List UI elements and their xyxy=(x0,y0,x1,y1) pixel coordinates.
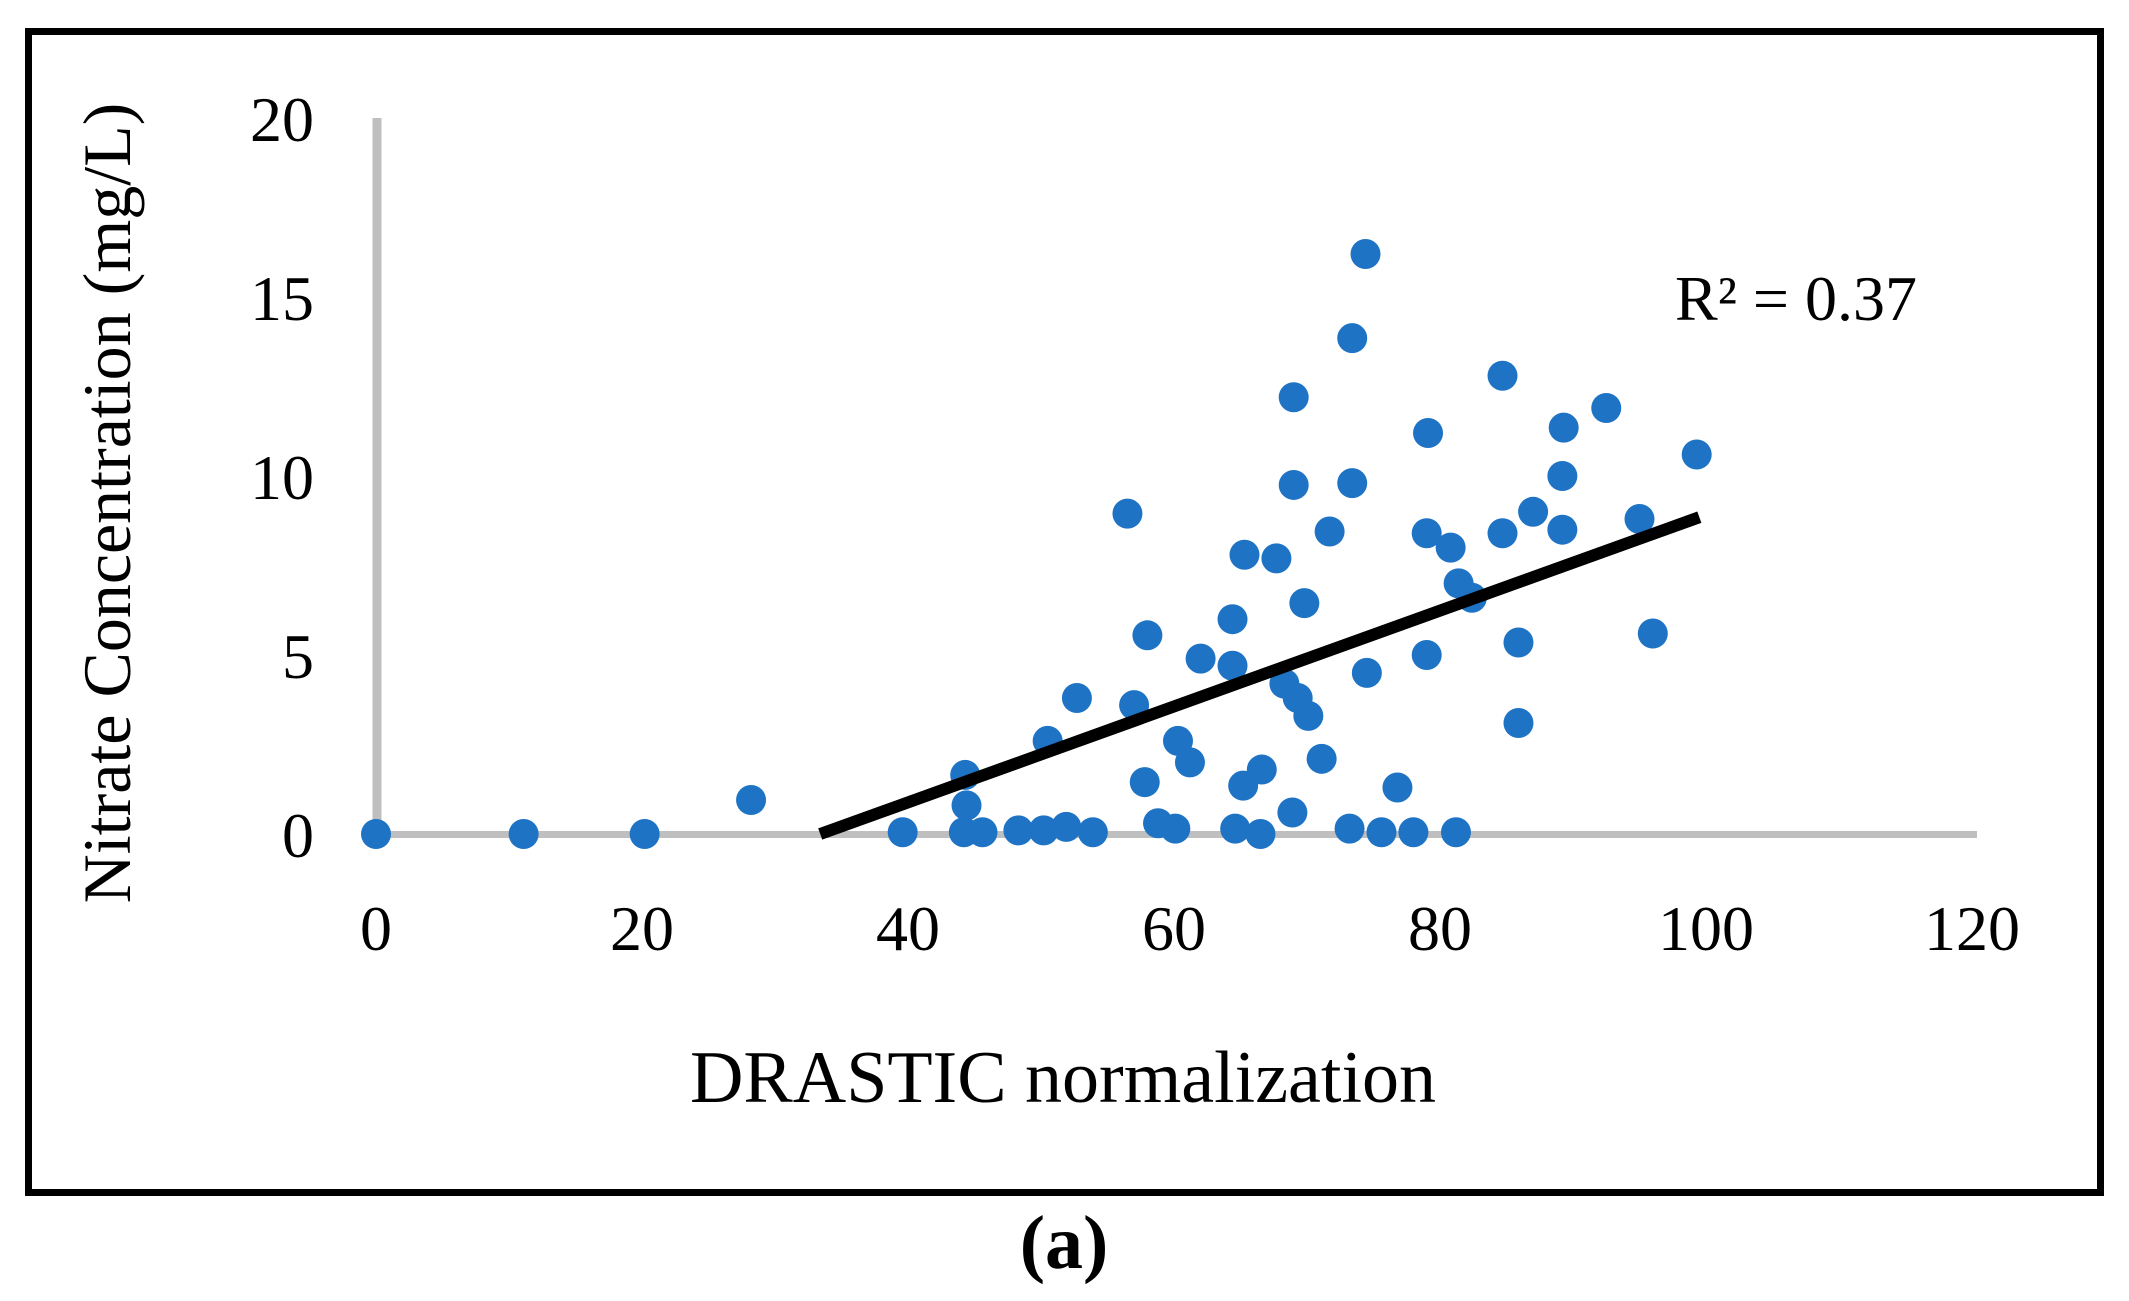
data-point xyxy=(1246,754,1277,785)
data-point xyxy=(1366,817,1397,848)
data-point xyxy=(1217,650,1248,681)
data-point xyxy=(1028,815,1059,846)
data-point xyxy=(1112,498,1143,529)
data-point xyxy=(887,817,918,848)
data-point xyxy=(1217,604,1248,635)
data-point xyxy=(1077,817,1108,848)
data-point xyxy=(951,790,982,821)
data-point xyxy=(1547,514,1578,545)
x-tick-label: 60 xyxy=(1142,893,1206,964)
data-point xyxy=(629,819,660,849)
data-point xyxy=(1637,618,1668,649)
data-point xyxy=(1277,797,1308,828)
data-point xyxy=(1051,811,1082,842)
data-point xyxy=(1061,682,1092,713)
data-point xyxy=(1413,418,1444,449)
data-point xyxy=(736,784,767,815)
data-point xyxy=(1129,767,1160,798)
data-point xyxy=(1160,813,1191,844)
data-point xyxy=(1398,817,1429,848)
x-tick-label: 120 xyxy=(1924,893,2020,964)
data-point xyxy=(1220,813,1251,844)
data-point xyxy=(1503,627,1534,658)
data-point xyxy=(967,817,998,848)
data-point xyxy=(1278,382,1309,413)
y-tick-label: 10 xyxy=(250,442,314,513)
data-point xyxy=(1591,392,1622,423)
data-point xyxy=(1278,469,1309,500)
data-point xyxy=(1411,518,1442,549)
data-point xyxy=(1132,620,1163,651)
data-point xyxy=(1306,743,1337,774)
data-point xyxy=(1003,815,1034,846)
data-point xyxy=(1547,461,1578,491)
data-point xyxy=(1337,323,1368,354)
data-point xyxy=(1503,708,1534,739)
data-point xyxy=(1185,643,1216,674)
data-point xyxy=(1289,588,1320,619)
data-point xyxy=(1681,439,1712,470)
data-point xyxy=(1245,819,1276,849)
data-point xyxy=(1174,747,1205,778)
x-tick-label: 40 xyxy=(876,893,940,964)
x-tick-label: 100 xyxy=(1658,893,1754,964)
x-tick-label: 20 xyxy=(610,893,674,964)
data-point xyxy=(1487,518,1518,549)
x-tick-label: 0 xyxy=(360,893,392,964)
data-point xyxy=(1382,772,1413,803)
data-point xyxy=(1440,817,1471,848)
data-point xyxy=(508,819,539,849)
data-point xyxy=(1624,503,1655,534)
data-point xyxy=(1337,468,1368,499)
data-point xyxy=(1518,496,1549,527)
y-tick-label: 0 xyxy=(282,800,314,871)
data-point xyxy=(1548,412,1579,443)
y-tick-label: 5 xyxy=(282,621,314,692)
data-point xyxy=(1261,543,1292,574)
data-point xyxy=(1487,360,1518,391)
data-point xyxy=(1411,640,1442,670)
data-point xyxy=(1351,657,1382,688)
data-point xyxy=(1314,516,1345,547)
data-point xyxy=(1334,813,1365,844)
data-point xyxy=(1269,668,1300,699)
y-tick-label: 15 xyxy=(250,263,314,334)
data-point xyxy=(1229,539,1260,570)
y-tick-label: 20 xyxy=(250,84,314,155)
chart-border xyxy=(25,28,2104,1196)
trendline xyxy=(818,511,1702,840)
data-point xyxy=(361,819,391,849)
data-point xyxy=(1435,532,1466,563)
x-tick-label: 80 xyxy=(1408,893,1472,964)
data-point xyxy=(1350,239,1381,270)
